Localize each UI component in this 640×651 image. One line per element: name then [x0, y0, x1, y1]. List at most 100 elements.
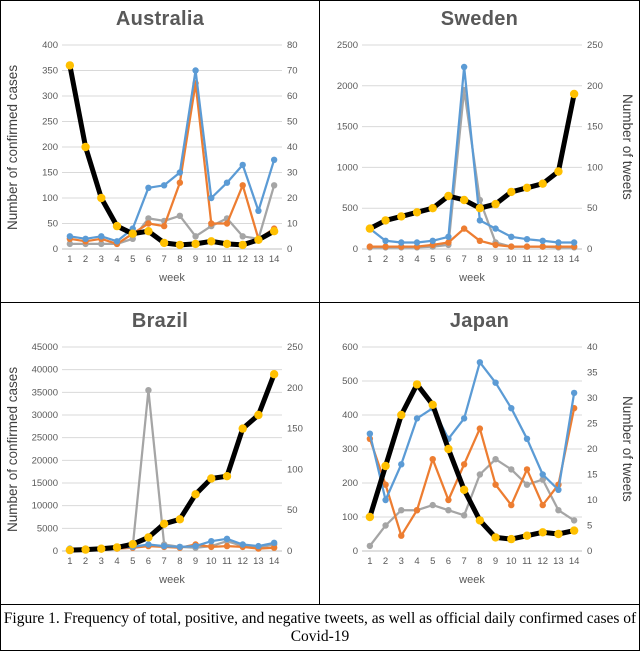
svg-text:8: 8: [177, 556, 182, 567]
svg-text:70: 70: [287, 66, 298, 77]
svg-text:13: 13: [553, 556, 564, 567]
svg-text:50: 50: [587, 203, 598, 214]
svg-text:5: 5: [130, 556, 135, 567]
svg-text:0: 0: [587, 244, 592, 255]
chart-panel-sweden: Sweden Number of tweets 0 500 1000 1500 2000…: [320, 1, 639, 303]
figure-caption-line-1: Figure 1. Frequency of total, positive, …: [3, 609, 637, 627]
svg-text:30: 30: [587, 393, 598, 404]
svg-text:9: 9: [493, 254, 498, 265]
svg-text:12: 12: [537, 254, 548, 265]
svg-text:250: 250: [287, 342, 303, 353]
svg-text:9: 9: [193, 254, 198, 265]
svg-text:1500: 1500: [337, 122, 358, 133]
svg-text:100: 100: [287, 464, 303, 475]
svg-text:8: 8: [477, 556, 482, 567]
svg-text:0: 0: [53, 546, 58, 557]
line-chart-australia: 0 50 100 150 200 250 300 350 400 0 10 20 30 40 50 60 70 8…: [42, 40, 298, 284]
svg-text:14: 14: [269, 254, 280, 265]
svg-text:600: 600: [342, 342, 358, 353]
svg-text:300: 300: [42, 91, 58, 102]
chart-title-sweden: Sweden: [440, 8, 519, 30]
svg-text:0: 0: [353, 244, 358, 255]
svg-text:2500: 2500: [337, 40, 358, 51]
svg-text:0: 0: [287, 244, 292, 255]
svg-text:12: 12: [237, 254, 248, 265]
svg-text:7: 7: [161, 556, 166, 567]
svg-text:6: 6: [146, 254, 151, 265]
svg-text:2: 2: [383, 254, 388, 265]
y-axis-label-confirmed-cases: Number of confirmed cases: [5, 64, 20, 230]
svg-text:1: 1: [367, 556, 372, 567]
svg-text:3: 3: [99, 556, 104, 567]
svg-text:12: 12: [537, 556, 548, 567]
svg-text:10000: 10000: [32, 501, 58, 512]
svg-text:5: 5: [430, 556, 435, 567]
svg-text:150: 150: [587, 122, 603, 133]
y-axis-label-confirmed-cases: Number of confirmed cases: [5, 366, 20, 532]
svg-text:6: 6: [446, 556, 451, 567]
svg-text:100: 100: [342, 512, 358, 523]
chart-grid: Australia Number of confirmed cases 0 50 1…: [1, 1, 639, 605]
svg-text:14: 14: [569, 556, 580, 567]
svg-text:20000: 20000: [32, 455, 58, 466]
svg-text:4: 4: [414, 556, 419, 567]
svg-text:5: 5: [430, 254, 435, 265]
svg-text:9: 9: [193, 556, 198, 567]
svg-text:500: 500: [342, 376, 358, 387]
svg-text:30: 30: [287, 168, 298, 179]
svg-text:60: 60: [287, 91, 298, 102]
svg-text:2000: 2000: [337, 81, 358, 92]
chart-title-brazil: Brazil: [131, 310, 189, 332]
svg-text:11: 11: [222, 254, 232, 265]
svg-text:2: 2: [83, 254, 88, 265]
y-axis-label-number-of-tweets: Number of tweets: [620, 396, 635, 502]
svg-text:250: 250: [587, 40, 603, 51]
svg-text:20: 20: [587, 444, 598, 455]
svg-text:5: 5: [130, 254, 135, 265]
svg-text:10: 10: [287, 219, 298, 230]
svg-text:8: 8: [477, 254, 482, 265]
svg-text:10: 10: [206, 556, 217, 567]
svg-text:2: 2: [383, 556, 388, 567]
svg-text:50: 50: [47, 219, 58, 230]
svg-text:4: 4: [114, 254, 119, 265]
svg-text:15: 15: [587, 470, 598, 481]
svg-text:11: 11: [222, 556, 232, 567]
svg-text:3: 3: [399, 556, 404, 567]
chart-title-japan: Japan: [449, 310, 510, 332]
svg-text:400: 400: [342, 410, 358, 421]
svg-text:13: 13: [553, 254, 564, 265]
svg-text:0: 0: [353, 546, 358, 557]
svg-text:2: 2: [83, 556, 88, 567]
svg-text:40: 40: [287, 142, 298, 153]
svg-text:7: 7: [161, 254, 166, 265]
svg-text:6: 6: [146, 556, 151, 567]
svg-text:200: 200: [287, 383, 303, 394]
svg-text:25000: 25000: [32, 433, 58, 444]
svg-text:3: 3: [99, 254, 104, 265]
svg-text:0: 0: [53, 244, 58, 255]
svg-text:150: 150: [42, 168, 58, 179]
svg-text:4: 4: [114, 556, 119, 567]
svg-text:200: 200: [587, 81, 603, 92]
chart-title-australia: Australia: [115, 8, 205, 30]
svg-text:500: 500: [342, 203, 358, 214]
svg-text:7: 7: [461, 556, 466, 567]
chart-panel-australia: Australia Number of confirmed cases 0 50 1…: [1, 1, 320, 303]
svg-text:10: 10: [206, 254, 217, 265]
svg-text:13: 13: [253, 556, 264, 567]
svg-text:300: 300: [342, 444, 358, 455]
svg-text:35000: 35000: [32, 387, 58, 398]
svg-text:4: 4: [414, 254, 419, 265]
svg-text:50: 50: [287, 505, 298, 516]
svg-text:10: 10: [506, 556, 517, 567]
svg-text:5000: 5000: [37, 523, 58, 534]
svg-text:week: week: [158, 272, 185, 284]
svg-text:12: 12: [237, 556, 248, 567]
svg-text:40000: 40000: [32, 365, 58, 376]
svg-text:11: 11: [522, 254, 532, 265]
svg-text:1: 1: [367, 254, 372, 265]
svg-text:week: week: [158, 574, 185, 586]
